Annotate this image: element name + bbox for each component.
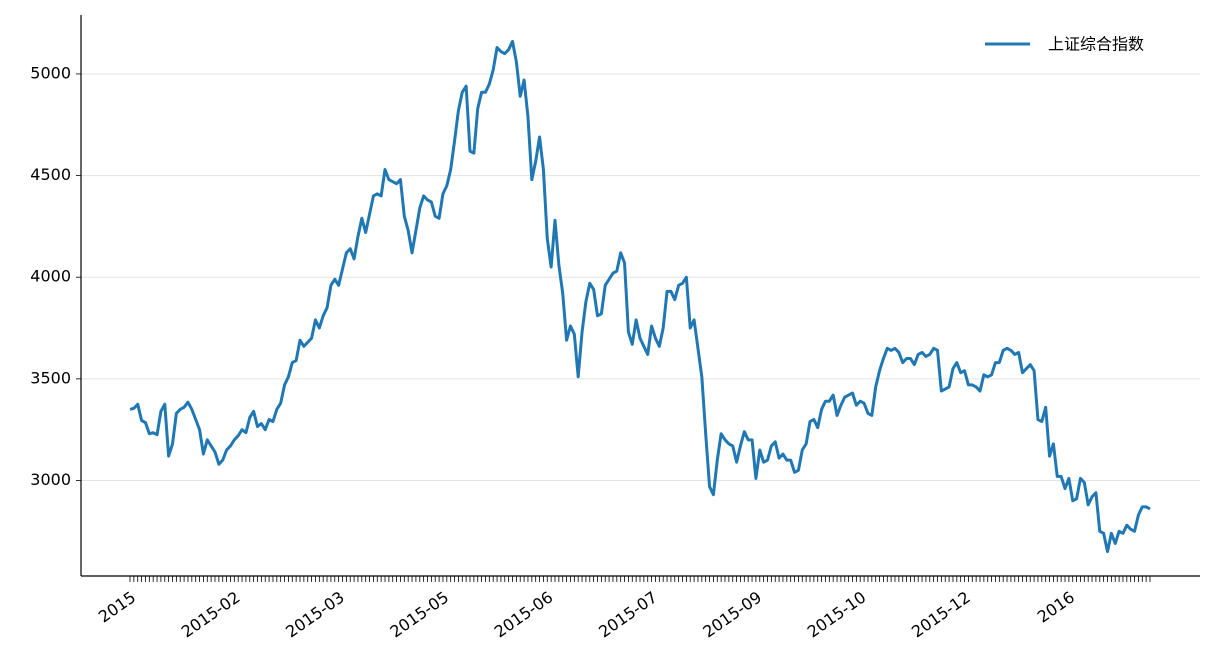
- y-tick-label: 3500: [30, 368, 71, 387]
- x-tick-label: 2015-06: [491, 588, 557, 642]
- x-tick-label: 2015-10: [804, 588, 870, 642]
- x-tick-label: 2015-12: [908, 588, 974, 642]
- x-tick-label: 2016: [1034, 588, 1078, 627]
- x-tick-label: 2015-05: [386, 588, 452, 642]
- x-tick-label: 2015-07: [595, 588, 661, 642]
- y-tick-label: 3000: [30, 470, 71, 489]
- y-tick-label: 4000: [30, 267, 71, 286]
- legend: 上证综合指数: [985, 35, 1144, 54]
- grid: [81, 73, 1200, 481]
- x-tick-label: 2015: [95, 588, 139, 627]
- legend-label: 上证综合指数: [1048, 35, 1144, 54]
- y-tick-label: 4500: [30, 165, 71, 184]
- x-tick-label: 2015-03: [282, 588, 348, 642]
- x-tick-label: 2015-09: [699, 588, 765, 642]
- data-line: [129, 39, 1151, 554]
- x-tick-label: 2015-02: [178, 588, 244, 642]
- y-tick-label: 5000: [30, 63, 71, 82]
